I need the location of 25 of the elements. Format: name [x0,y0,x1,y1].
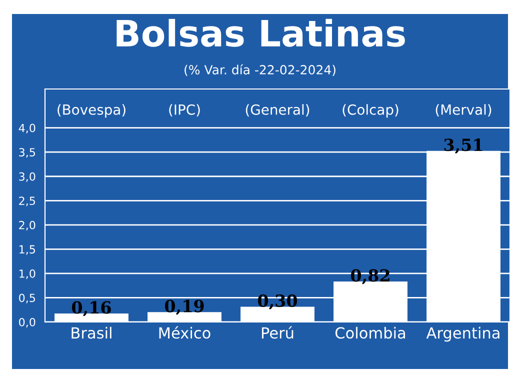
y-tick-label: 1,5 [20,245,35,255]
data-label: 3,51 [444,138,482,154]
y-tick-label: 3,5 [19,148,35,158]
data-label: 0,16 [72,301,111,316]
x-tick-label: Brasil [72,326,112,339]
annotation: (General) [246,104,310,117]
annotation: (Bovespa) [58,104,126,118]
chart-title: Bolsas Latinas [116,18,405,47]
y-tick-label: 1,0 [20,269,36,279]
x-tick-label: Perú [262,326,294,339]
annotation: (Merval) [436,104,492,117]
x-tick-label: México [159,326,210,339]
x-tick-label: Colombia [335,326,406,339]
y-tick-label: 2,5 [19,196,35,206]
annotation: (IPC) [169,104,200,117]
x-tick-label: Argentina [426,326,500,342]
data-label: 0,19 [164,300,204,315]
chart-subtitle: (% Var. día -22-02-2024) [184,64,336,76]
y-tick-label: 3,0 [19,172,36,182]
y-tick-label: 0,0 [19,318,36,328]
annotation: (Colcap) [342,104,398,118]
y-tick-label: 4,0 [18,124,36,134]
y-tick-label: 2,0 [19,220,36,230]
y-tick-label: 0,5 [19,294,35,304]
data-label: 0,30 [258,294,298,310]
